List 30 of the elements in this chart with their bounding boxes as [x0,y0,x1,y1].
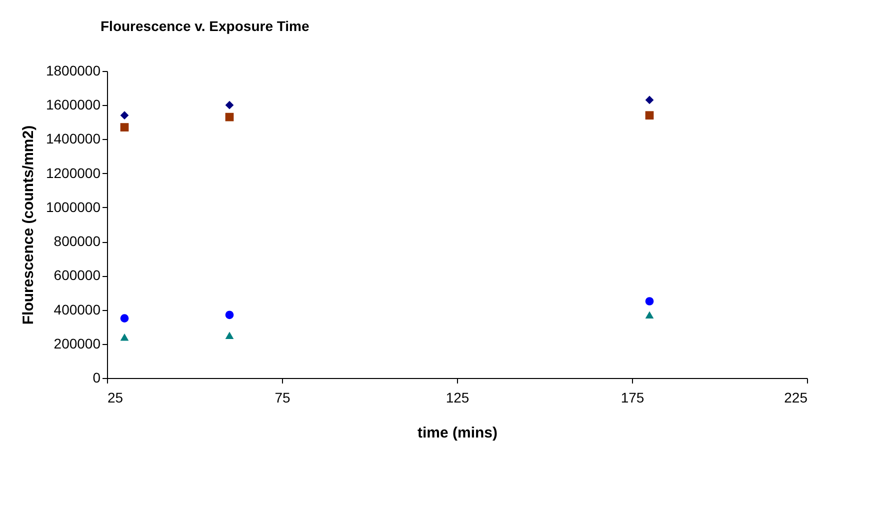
point [645,297,654,306]
x-tick-label: 75 [274,390,290,406]
point [120,123,129,132]
x-tick-label: 225 [784,390,808,406]
chart-title: Flourescence v. Exposure Time [100,18,310,34]
x-axis-title: time (mins) [417,424,498,442]
y-tick-label: 1800000 [46,62,101,78]
y-tick-label: 1000000 [46,198,101,215]
y-tick-label: 1200000 [46,164,101,181]
x-tick-label: 125 [446,390,470,406]
point [225,100,234,110]
point [120,314,129,322]
y-axis-title: Flourescence (counts/mm2) [20,125,37,325]
y-tick-label: 200000 [54,335,101,352]
point [225,332,234,339]
y-tick-label: 1600000 [46,96,101,113]
y-tick-label: 1400000 [46,130,101,147]
point [645,111,654,120]
y-tick-label: 0 [92,370,101,386]
y-tick-label: 800000 [54,233,101,250]
point [120,333,129,341]
point [645,96,654,104]
y-tick-label: 400000 [54,301,101,318]
point [120,111,129,120]
point [645,311,654,319]
x-tick-label: 25 [108,390,124,406]
x-tick-label: 175 [620,390,644,406]
point [225,112,234,122]
y-tick-label: 600000 [54,267,101,284]
point [225,310,234,320]
